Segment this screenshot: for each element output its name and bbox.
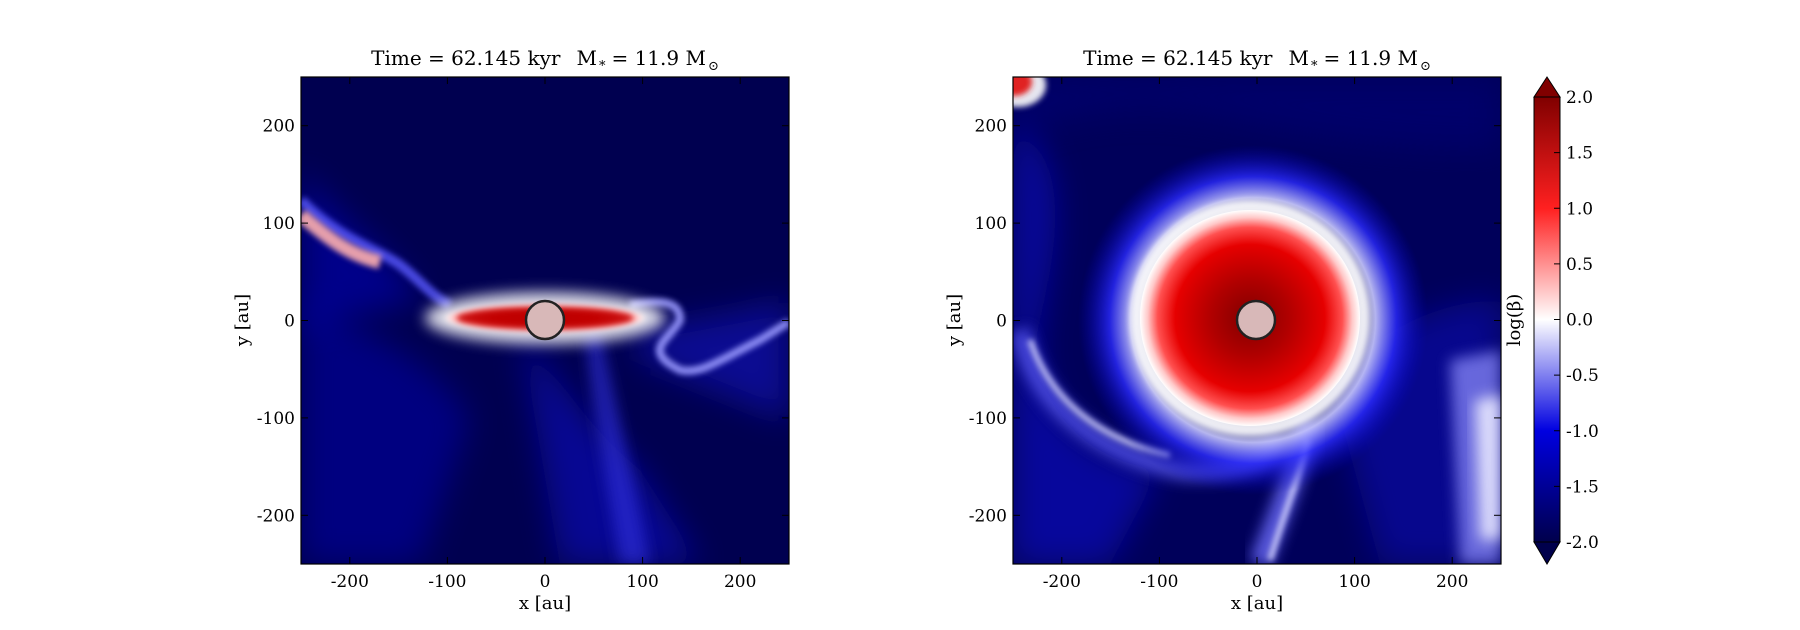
x-tick-label-right: -100 bbox=[1140, 572, 1178, 592]
y-tick-label-left: 0 bbox=[284, 312, 295, 332]
x-tick-label-left: 100 bbox=[626, 572, 658, 592]
y-axis-label-right: y [au] bbox=[944, 294, 965, 347]
y-tick-label-right: -200 bbox=[969, 506, 1007, 526]
colorbar-tick-label: 1.0 bbox=[1566, 199, 1593, 219]
x-tick-label-right: 0 bbox=[1252, 572, 1263, 592]
colorbar-tick-label: 1.5 bbox=[1566, 144, 1593, 164]
x-tick-label-left: -100 bbox=[428, 572, 466, 592]
colorbar-label: log(β) bbox=[1504, 294, 1525, 347]
colorbar-tick-label: -2.0 bbox=[1566, 533, 1599, 553]
panel-left: -200 -100 0 100 200 200 100 0 -100 -200 Time = 62… bbox=[232, 46, 790, 614]
x-axis-label-left: x [au] bbox=[519, 593, 571, 614]
y-tick-label-right: 0 bbox=[996, 312, 1007, 332]
colorbar-tick-label: -0.5 bbox=[1566, 366, 1599, 386]
colorbar-extend-bottom bbox=[1533, 541, 1561, 565]
x-tick-label-left: -200 bbox=[331, 572, 369, 592]
colorbar-tick-label: 0.0 bbox=[1566, 311, 1593, 331]
panel-left-title: Time = 62.145 kyr M * = 11.9 M ⊙ bbox=[371, 46, 719, 74]
x-tick-label-right: 200 bbox=[1436, 572, 1468, 592]
y-tick-label-right: 200 bbox=[975, 117, 1007, 137]
colorbar: 2.0 1.5 1.0 0.5 0.0 -0.5 -1.0 -1.5 -2.0 log(β) bbox=[1504, 76, 1599, 565]
colorbar-extend-top bbox=[1533, 76, 1561, 98]
ticks-left: -200 -100 0 100 200 200 100 0 -100 -200 bbox=[257, 77, 789, 592]
y-tick-label-left: 100 bbox=[263, 214, 295, 234]
x-tick-label-right: 100 bbox=[1338, 572, 1370, 592]
x-axis-label-right: x [au] bbox=[1231, 593, 1283, 614]
panel-right-title: Time = 62.145 kyr M * = 11.9 M ⊙ bbox=[1083, 46, 1431, 74]
panel-right: -200 -100 0 100 200 200 100 0 -100 -200 Time = 62… bbox=[944, 46, 1502, 614]
y-tick-label-right: -100 bbox=[969, 409, 1007, 429]
colorbar-ticks: 2.0 1.5 1.0 0.5 0.0 -0.5 -1.0 -1.5 -2.0 bbox=[1554, 88, 1599, 553]
sink-particle-right bbox=[1235, 299, 1277, 341]
colorbar-tick-label: -1.0 bbox=[1566, 422, 1599, 442]
y-tick-label-left: 200 bbox=[263, 117, 295, 137]
colorbar-tick-label: 0.5 bbox=[1566, 255, 1593, 275]
ticks-right: -200 -100 0 100 200 200 100 0 -100 -200 bbox=[969, 77, 1501, 592]
y-tick-label-left: -100 bbox=[257, 409, 295, 429]
x-tick-label-left: 200 bbox=[724, 572, 756, 592]
y-tick-label-left: -200 bbox=[257, 506, 295, 526]
colorbar-tick-label: 2.0 bbox=[1566, 88, 1593, 108]
x-tick-label-left: 0 bbox=[540, 572, 551, 592]
y-tick-label-right: 100 bbox=[975, 214, 1007, 234]
x-tick-label-right: -200 bbox=[1043, 572, 1081, 592]
sink-particle-left bbox=[524, 299, 566, 341]
y-axis-label-left: y [au] bbox=[232, 294, 253, 347]
colorbar-tick-label: -1.5 bbox=[1566, 477, 1599, 497]
